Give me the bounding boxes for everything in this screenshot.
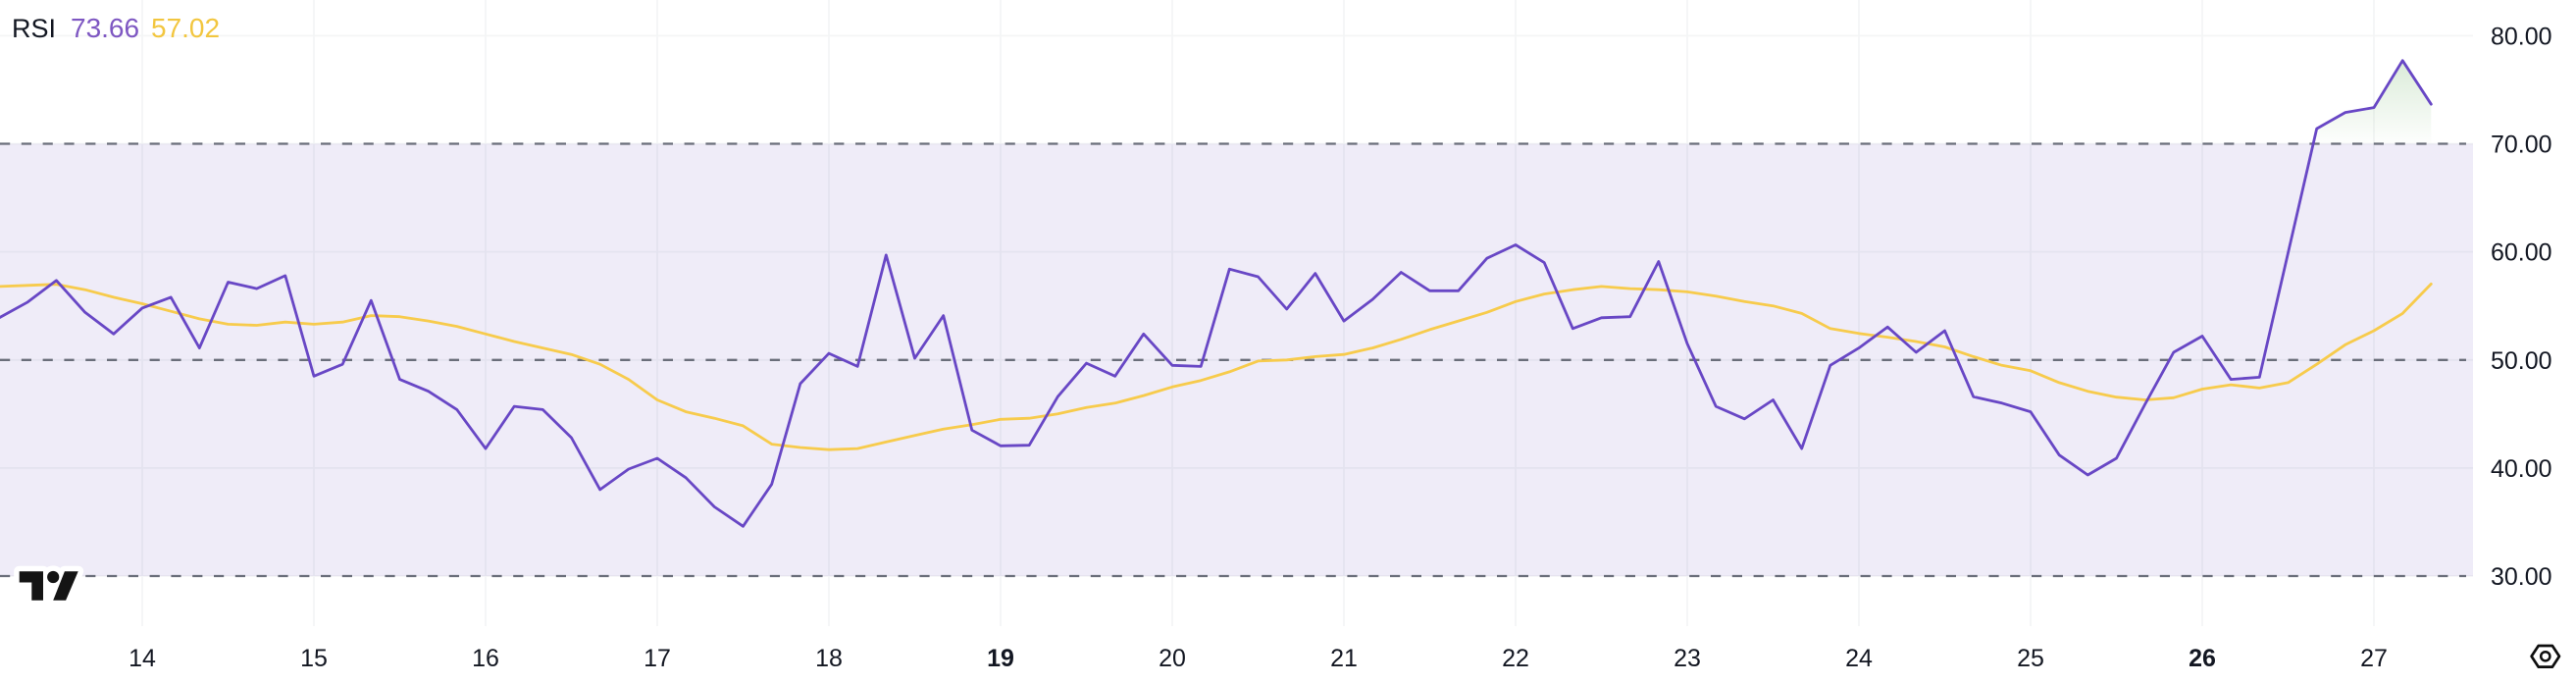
- svg-text:22: 22: [1502, 645, 1529, 672]
- svg-text:27: 27: [2360, 645, 2388, 672]
- svg-text:17: 17: [644, 645, 671, 672]
- svg-text:RSI: RSI: [12, 14, 56, 43]
- svg-text:15: 15: [300, 645, 328, 672]
- svg-text:20: 20: [1159, 645, 1186, 672]
- svg-text:18: 18: [815, 645, 843, 672]
- svg-text:70.00: 70.00: [2491, 132, 2552, 159]
- svg-text:60.00: 60.00: [2491, 239, 2552, 267]
- svg-text:80.00: 80.00: [2491, 23, 2552, 50]
- svg-text:57.02: 57.02: [151, 13, 220, 43]
- svg-text:19: 19: [987, 645, 1014, 672]
- svg-text:40.00: 40.00: [2491, 455, 2552, 483]
- svg-text:21: 21: [1330, 645, 1358, 672]
- svg-text:30.00: 30.00: [2491, 563, 2552, 591]
- svg-text:23: 23: [1674, 645, 1701, 672]
- svg-text:16: 16: [472, 645, 499, 672]
- svg-text:73.66: 73.66: [71, 13, 139, 43]
- svg-text:25: 25: [2017, 645, 2044, 672]
- svg-text:24: 24: [1845, 645, 1873, 672]
- svg-text:26: 26: [2189, 645, 2216, 672]
- svg-text:50.00: 50.00: [2491, 347, 2552, 375]
- svg-text:14: 14: [129, 645, 156, 672]
